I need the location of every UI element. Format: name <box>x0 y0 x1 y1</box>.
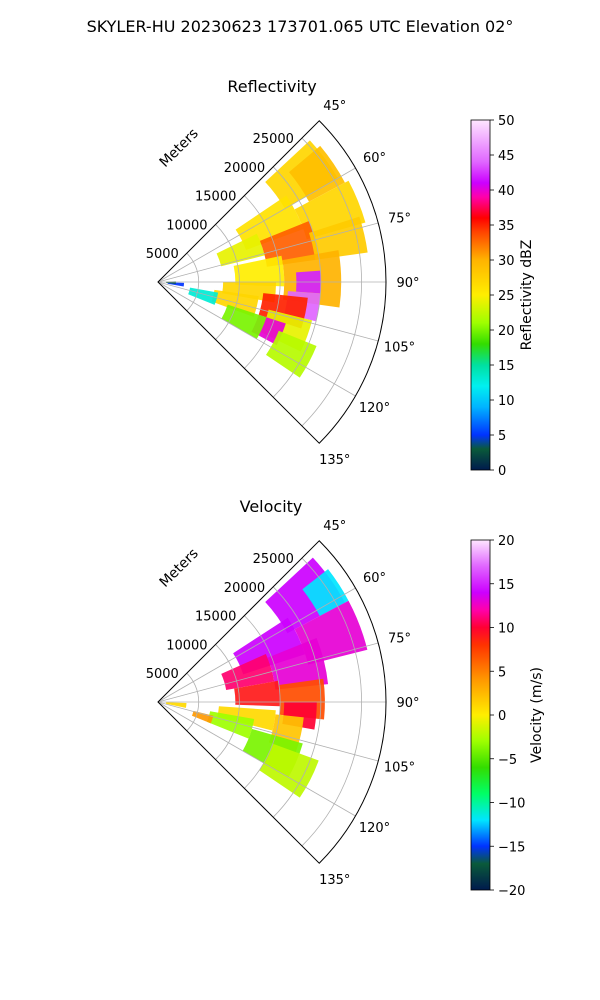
reflectivity-colorbar-tick-label: 0 <box>498 464 506 479</box>
velocity-colorbar-tick-label: 10 <box>498 622 515 637</box>
reflectivity-colorbar-tick-label: 45 <box>498 149 515 164</box>
velocity-azimuth-gridline-75 <box>157 642 379 703</box>
reflectivity-cell-7 <box>233 255 285 287</box>
velocity-cell-2 <box>233 617 306 675</box>
reflectivity-cell-6 <box>309 216 368 260</box>
reflectivity-colorbar-tick-label: 5 <box>498 429 506 444</box>
reflectivity-cell-5 <box>259 220 320 267</box>
reflectivity-cell-13 <box>211 289 259 317</box>
reflectivity-data-cells <box>166 140 368 378</box>
velocity-cell-14 <box>165 702 187 708</box>
velocity-cell-4 <box>221 653 275 690</box>
reflectivity-colorbar-label: Reflectivity dBZ <box>519 240 535 351</box>
velocity-colorbar-tick-label: −5 <box>498 753 517 768</box>
reflectivity-colorbar-tick-label: 50 <box>498 114 515 129</box>
reflectivity-range-tick-label: 5000 <box>146 247 179 262</box>
velocity-colorbar <box>470 539 491 891</box>
velocity-data-cells <box>165 557 368 798</box>
reflectivity-azimuth-tick-label: 120° <box>359 401 390 416</box>
reflectivity-cell-1 <box>288 145 345 202</box>
reflectivity-colorbar-tick-label: 35 <box>498 219 515 234</box>
reflectivity-range-tick-label: 15000 <box>195 190 236 205</box>
velocity-range-tick-label: 25000 <box>253 552 294 567</box>
reflectivity-colorbar-tick-label: 30 <box>498 254 515 269</box>
velocity-cell-6 <box>234 680 281 707</box>
reflectivity-cell-16 <box>221 304 267 339</box>
reflectivity-range-tick-label: 25000 <box>253 132 294 147</box>
velocity-colorbar-tick-label: −10 <box>498 797 525 812</box>
velocity-range-tick-label: 20000 <box>224 581 265 596</box>
reflectivity-colorbar <box>470 119 491 471</box>
velocity-azimuth-tick-label: 135° <box>319 873 350 888</box>
velocity-azimuth-gridline-105 <box>157 701 379 762</box>
reflectivity-azimuth-tick-label: 60° <box>363 151 386 166</box>
reflectivity-colorbar-tick-label: 40 <box>498 184 515 199</box>
reflectivity-azimuth-tick-label: 45° <box>323 99 346 114</box>
velocity-azimuth-gridline-60 <box>157 587 356 703</box>
velocity-range-tick-label: 5000 <box>146 667 179 682</box>
velocity-colorbar-tick-label: −15 <box>498 840 525 855</box>
reflectivity-colorbar-tick-label: 10 <box>498 394 515 409</box>
reflectivity-colorbar-tick-label: 20 <box>498 324 515 339</box>
reflectivity-azimuth-gridline-60 <box>157 167 356 283</box>
velocity-azimuth-tick-label: 60° <box>363 571 386 586</box>
reflectivity-colorbar-tick-label: 25 <box>498 289 515 304</box>
velocity-range-tick-label: 10000 <box>166 638 207 653</box>
velocity-polar-frame <box>157 540 387 864</box>
velocity-colorbar-tick-label: 0 <box>498 709 506 724</box>
velocity-range-tick-label: 15000 <box>195 610 236 625</box>
velocity-azimuth-tick-label: 105° <box>384 761 415 776</box>
figure-suptitle: SKYLER-HU 20230623 173701.065 UTC Elevat… <box>87 17 514 36</box>
reflectivity-colorbar-tick-label: 15 <box>498 359 515 374</box>
reflectivity-azimuth-tick-label: 75° <box>388 211 411 226</box>
velocity-azimuth-tick-label: 90° <box>396 696 419 711</box>
reflectivity-range-tick-label: 20000 <box>224 161 265 176</box>
reflectivity-cell-4 <box>216 233 265 267</box>
velocity-azimuth-tick-label: 120° <box>359 821 390 836</box>
velocity-cell-13 <box>259 743 319 798</box>
velocity-colorbar-tick-label: −20 <box>498 884 525 899</box>
reflectivity-polar-frame <box>157 120 387 444</box>
reflectivity-azimuth-gridline-75 <box>157 222 379 283</box>
velocity-azimuth-tick-label: 45° <box>323 519 346 534</box>
reflectivity-azimuth-gridline-105 <box>157 281 379 342</box>
velocity-title: Velocity <box>240 497 303 516</box>
velocity-azimuth-tick-label: 75° <box>388 631 411 646</box>
velocity-colorbar-label: Velocity (m/s) <box>529 667 545 763</box>
reflectivity-azimuth-gridline-120 <box>157 281 356 397</box>
reflectivity-title: Reflectivity <box>227 77 316 96</box>
velocity-colorbar-tick-label: 5 <box>498 665 506 680</box>
velocity-colorbar-tick-label: 20 <box>498 534 515 549</box>
reflectivity-range-tick-label: 10000 <box>166 218 207 233</box>
reflectivity-cell-10 <box>222 282 277 303</box>
reflectivity-azimuth-tick-label: 90° <box>396 276 419 291</box>
velocity-azimuth-gridline-120 <box>157 701 356 817</box>
velocity-colorbar-tick-label: 15 <box>498 578 515 593</box>
velocity-panel: Velocity Meters Velocity (m/s) 500010000… <box>146 497 545 899</box>
reflectivity-azimuth-tick-label: 105° <box>384 341 415 356</box>
reflectivity-azimuth-tick-label: 135° <box>319 453 350 468</box>
